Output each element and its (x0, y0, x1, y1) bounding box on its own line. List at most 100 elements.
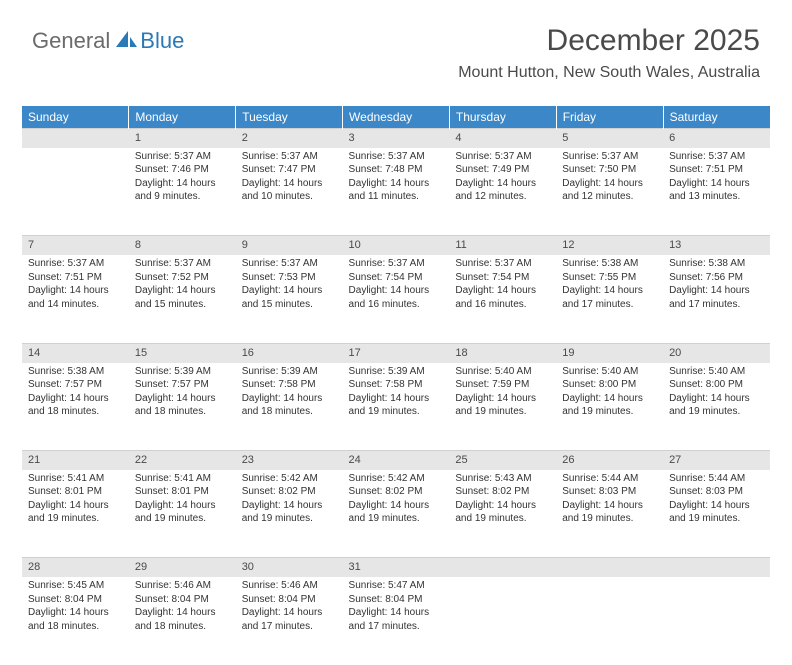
sunset-text: Sunset: 7:56 PM (669, 271, 764, 285)
sunrise-text: Sunrise: 5:40 AM (669, 365, 764, 379)
day-number-row: 78910111213 (22, 236, 770, 255)
day-number-cell: 16 (236, 343, 343, 362)
daylight-text: Daylight: 14 hours (28, 392, 123, 406)
sunset-text: Sunset: 7:47 PM (242, 163, 337, 177)
day-number-cell: 30 (236, 558, 343, 577)
weekday-header: Saturday (663, 106, 770, 129)
sunrise-text: Sunrise: 5:43 AM (455, 472, 550, 486)
weekday-header-row: Sunday Monday Tuesday Wednesday Thursday… (22, 106, 770, 129)
day-content-cell: Sunrise: 5:44 AMSunset: 8:03 PMDaylight:… (663, 470, 770, 558)
sunset-text: Sunset: 7:55 PM (562, 271, 657, 285)
sunset-text: Sunset: 8:00 PM (669, 378, 764, 392)
day-content-cell (663, 577, 770, 665)
day-number-cell (22, 129, 129, 148)
daylight-text: Daylight: 14 hours (242, 177, 337, 191)
day-content-cell: Sunrise: 5:37 AMSunset: 7:46 PMDaylight:… (129, 148, 236, 236)
day-number-cell: 19 (556, 343, 663, 362)
day-number-cell: 4 (449, 129, 556, 148)
sunset-text: Sunset: 7:51 PM (669, 163, 764, 177)
daylight-text: and 14 minutes. (28, 298, 123, 312)
sunset-text: Sunset: 8:03 PM (562, 485, 657, 499)
day-number-row: 21222324252627 (22, 451, 770, 470)
daylight-text: and 19 minutes. (455, 512, 550, 526)
daylight-text: Daylight: 14 hours (349, 284, 444, 298)
sunrise-text: Sunrise: 5:37 AM (455, 257, 550, 271)
day-number-row: 28293031 (22, 558, 770, 577)
daylight-text: Daylight: 14 hours (562, 177, 657, 191)
sunrise-text: Sunrise: 5:37 AM (28, 257, 123, 271)
day-content-cell: Sunrise: 5:40 AMSunset: 8:00 PMDaylight:… (556, 363, 663, 451)
day-content-cell: Sunrise: 5:46 AMSunset: 8:04 PMDaylight:… (129, 577, 236, 665)
sunset-text: Sunset: 8:02 PM (455, 485, 550, 499)
day-content-row: Sunrise: 5:38 AMSunset: 7:57 PMDaylight:… (22, 363, 770, 451)
sunrise-text: Sunrise: 5:38 AM (669, 257, 764, 271)
sunrise-text: Sunrise: 5:37 AM (242, 150, 337, 164)
daylight-text: and 11 minutes. (349, 190, 444, 204)
weekday-header: Thursday (449, 106, 556, 129)
day-content-cell: Sunrise: 5:41 AMSunset: 8:01 PMDaylight:… (129, 470, 236, 558)
daylight-text: Daylight: 14 hours (562, 284, 657, 298)
daylight-text: and 19 minutes. (242, 512, 337, 526)
day-content-cell: Sunrise: 5:37 AMSunset: 7:53 PMDaylight:… (236, 255, 343, 343)
page-title: December 2025 (458, 24, 760, 58)
day-number-cell: 15 (129, 343, 236, 362)
sunrise-text: Sunrise: 5:41 AM (28, 472, 123, 486)
day-number-cell: 11 (449, 236, 556, 255)
day-number-cell: 13 (663, 236, 770, 255)
sunrise-text: Sunrise: 5:37 AM (349, 150, 444, 164)
day-number-cell: 7 (22, 236, 129, 255)
daylight-text: and 15 minutes. (135, 298, 230, 312)
sunset-text: Sunset: 7:52 PM (135, 271, 230, 285)
sunset-text: Sunset: 7:57 PM (28, 378, 123, 392)
daylight-text: Daylight: 14 hours (242, 606, 337, 620)
day-number-cell (556, 558, 663, 577)
day-content-cell: Sunrise: 5:39 AMSunset: 7:58 PMDaylight:… (343, 363, 450, 451)
sunrise-text: Sunrise: 5:39 AM (242, 365, 337, 379)
daylight-text: Daylight: 14 hours (455, 284, 550, 298)
sunset-text: Sunset: 8:04 PM (349, 593, 444, 607)
sunset-text: Sunset: 8:02 PM (242, 485, 337, 499)
sunrise-text: Sunrise: 5:44 AM (669, 472, 764, 486)
brand-part2: Blue (140, 28, 184, 54)
daylight-text: and 19 minutes. (562, 405, 657, 419)
daylight-text: Daylight: 14 hours (455, 392, 550, 406)
sunrise-text: Sunrise: 5:45 AM (28, 579, 123, 593)
page-header: December 2025 Mount Hutton, New South Wa… (458, 24, 760, 82)
daylight-text: Daylight: 14 hours (349, 499, 444, 513)
daylight-text: and 17 minutes. (562, 298, 657, 312)
daylight-text: and 13 minutes. (669, 190, 764, 204)
calendar-table: Sunday Monday Tuesday Wednesday Thursday… (22, 106, 770, 665)
day-number-cell (663, 558, 770, 577)
daylight-text: Daylight: 14 hours (349, 606, 444, 620)
sunset-text: Sunset: 7:57 PM (135, 378, 230, 392)
daylight-text: and 15 minutes. (242, 298, 337, 312)
sunrise-text: Sunrise: 5:37 AM (455, 150, 550, 164)
daylight-text: and 18 minutes. (28, 620, 123, 634)
day-number-cell: 5 (556, 129, 663, 148)
day-number-cell: 12 (556, 236, 663, 255)
daylight-text: and 18 minutes. (28, 405, 123, 419)
day-content-cell (449, 577, 556, 665)
day-number-cell: 31 (343, 558, 450, 577)
daylight-text: and 19 minutes. (669, 512, 764, 526)
sunrise-text: Sunrise: 5:37 AM (135, 257, 230, 271)
daylight-text: and 19 minutes. (135, 512, 230, 526)
weekday-header: Monday (129, 106, 236, 129)
day-number-cell: 22 (129, 451, 236, 470)
day-content-row: Sunrise: 5:45 AMSunset: 8:04 PMDaylight:… (22, 577, 770, 665)
daylight-text: Daylight: 14 hours (242, 284, 337, 298)
day-number-cell: 28 (22, 558, 129, 577)
sunset-text: Sunset: 8:01 PM (28, 485, 123, 499)
daylight-text: and 16 minutes. (455, 298, 550, 312)
sunrise-text: Sunrise: 5:38 AM (28, 365, 123, 379)
day-number-cell: 17 (343, 343, 450, 362)
sunset-text: Sunset: 8:00 PM (562, 378, 657, 392)
sunset-text: Sunset: 7:46 PM (135, 163, 230, 177)
sunset-text: Sunset: 8:01 PM (135, 485, 230, 499)
daylight-text: Daylight: 14 hours (349, 392, 444, 406)
day-content-cell: Sunrise: 5:41 AMSunset: 8:01 PMDaylight:… (22, 470, 129, 558)
brand-logo: General Blue (32, 28, 184, 54)
daylight-text: Daylight: 14 hours (349, 177, 444, 191)
day-number-cell: 8 (129, 236, 236, 255)
day-number-cell: 3 (343, 129, 450, 148)
